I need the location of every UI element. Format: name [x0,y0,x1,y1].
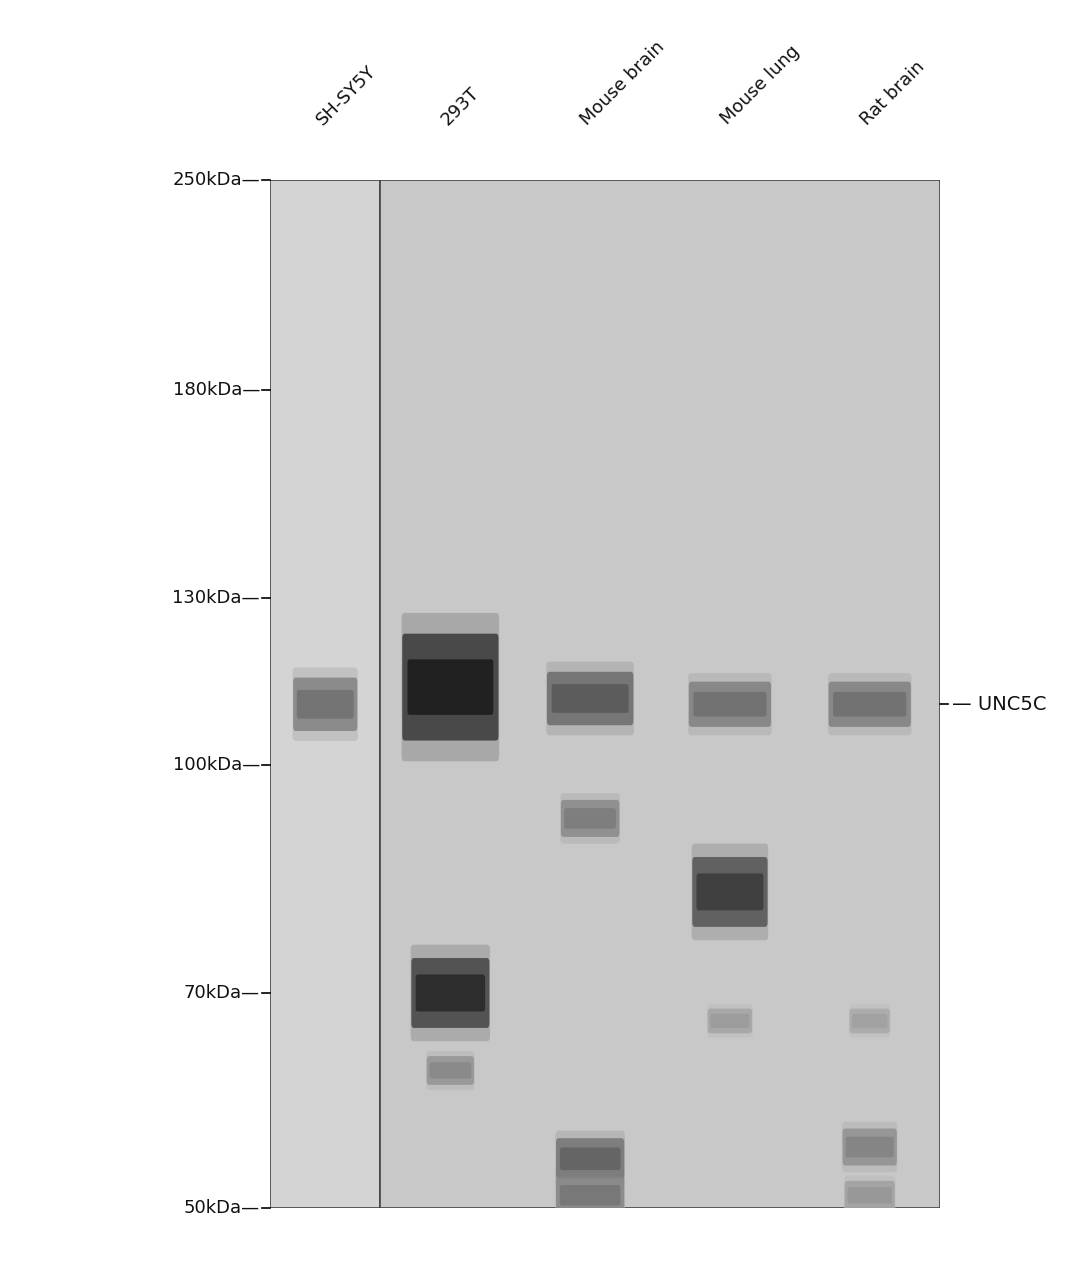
Text: 70kDa—: 70kDa— [184,984,260,1002]
FancyBboxPatch shape [402,613,499,761]
FancyBboxPatch shape [697,874,764,911]
FancyBboxPatch shape [410,944,490,1041]
Text: 250kDa—: 250kDa— [173,171,260,189]
Text: Mouse brain: Mouse brain [578,37,669,128]
FancyBboxPatch shape [850,1009,890,1033]
FancyBboxPatch shape [848,1187,892,1204]
FancyBboxPatch shape [411,959,489,1028]
FancyBboxPatch shape [430,1063,471,1078]
FancyBboxPatch shape [842,1122,897,1172]
Text: 180kDa—: 180kDa— [173,380,260,398]
Bar [270,180,380,1208]
FancyBboxPatch shape [546,662,634,735]
FancyBboxPatch shape [293,677,357,731]
FancyBboxPatch shape [564,808,616,829]
FancyBboxPatch shape [842,1128,896,1165]
FancyBboxPatch shape [707,1005,753,1037]
FancyBboxPatch shape [843,1176,895,1214]
FancyBboxPatch shape [711,1014,750,1028]
FancyBboxPatch shape [833,691,906,717]
FancyBboxPatch shape [559,1185,621,1205]
FancyBboxPatch shape [552,684,629,713]
FancyBboxPatch shape [852,1014,888,1028]
FancyBboxPatch shape [846,1137,894,1158]
FancyBboxPatch shape [692,857,768,926]
FancyBboxPatch shape [688,673,772,735]
Text: SH-SY5Y: SH-SY5Y [312,62,379,128]
FancyBboxPatch shape [427,1056,474,1085]
FancyBboxPatch shape [555,1131,625,1187]
FancyBboxPatch shape [555,1169,625,1221]
FancyBboxPatch shape [546,672,633,725]
FancyBboxPatch shape [559,1148,621,1171]
Text: Rat brain: Rat brain [858,58,928,128]
Text: 50kDa—: 50kDa— [184,1199,260,1217]
FancyBboxPatch shape [556,1177,624,1214]
FancyBboxPatch shape [402,634,499,740]
FancyBboxPatch shape [828,673,912,735]
Text: Mouse lung: Mouse lung [717,42,804,128]
FancyBboxPatch shape [416,974,485,1011]
Text: 293T: 293T [437,84,483,128]
Text: 130kDa—: 130kDa— [173,589,260,607]
FancyBboxPatch shape [689,681,771,727]
FancyBboxPatch shape [297,690,353,718]
FancyBboxPatch shape [693,691,767,717]
FancyBboxPatch shape [828,681,910,727]
FancyBboxPatch shape [293,667,357,741]
Text: 100kDa—: 100kDa— [173,756,260,774]
FancyBboxPatch shape [561,801,620,837]
FancyBboxPatch shape [707,1009,752,1033]
FancyBboxPatch shape [426,1051,475,1090]
FancyBboxPatch shape [407,659,494,714]
FancyBboxPatch shape [556,1139,624,1180]
Text: — UNC5C: — UNC5C [951,695,1047,713]
FancyBboxPatch shape [561,793,620,844]
FancyBboxPatch shape [849,1005,891,1037]
FancyBboxPatch shape [691,844,768,941]
Bar [380,180,940,1208]
FancyBboxPatch shape [845,1181,894,1209]
